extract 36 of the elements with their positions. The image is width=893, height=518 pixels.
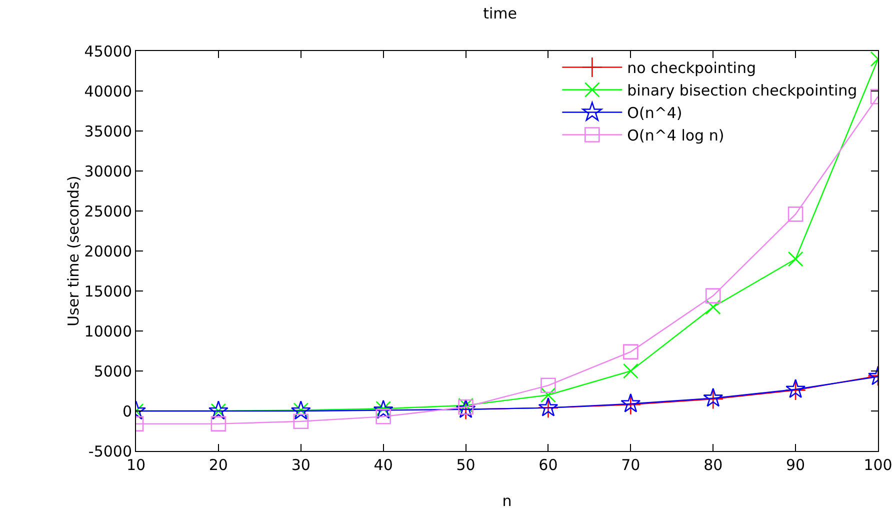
x-tick-label: 70 bbox=[621, 456, 640, 474]
point bbox=[540, 378, 556, 394]
y-tick-label: 5000 bbox=[94, 362, 132, 380]
x-tick-label: 30 bbox=[291, 456, 310, 474]
x-tick-label: 100 bbox=[864, 456, 892, 474]
y-tick-label: 45000 bbox=[84, 42, 132, 60]
y-tick-label: 10000 bbox=[84, 322, 132, 340]
point bbox=[623, 363, 638, 379]
y-tick-label: 35000 bbox=[84, 122, 132, 140]
point bbox=[540, 387, 556, 403]
chart-title: time bbox=[483, 4, 518, 22]
x-tick-label: 80 bbox=[704, 456, 723, 474]
legend-label: O(n^4) bbox=[627, 104, 682, 122]
x-tick-label: 40 bbox=[374, 456, 393, 474]
x-axis-title: n bbox=[502, 492, 512, 510]
point bbox=[705, 299, 721, 315]
x-tick-label: 60 bbox=[538, 456, 558, 474]
legend-label: O(n^4 log n) bbox=[627, 126, 724, 145]
y-tick-label: 25000 bbox=[84, 202, 132, 220]
y-axis-title: User time (seconds) bbox=[64, 176, 82, 326]
x-tick-label: 50 bbox=[456, 456, 476, 474]
y-tick-label: 15000 bbox=[84, 282, 132, 300]
x-tick-label: 20 bbox=[208, 456, 228, 474]
legend-label: no checkpointing bbox=[627, 59, 756, 78]
legend-label: binary bisection checkpointing bbox=[627, 82, 858, 100]
point bbox=[210, 416, 226, 432]
y-tick-label: 40000 bbox=[84, 82, 132, 100]
y-tick-label: 20000 bbox=[84, 242, 132, 260]
y-tick-label: 30000 bbox=[84, 162, 132, 180]
point bbox=[623, 344, 638, 360]
point bbox=[788, 251, 804, 267]
point bbox=[788, 206, 804, 222]
point bbox=[293, 414, 309, 430]
point bbox=[705, 288, 721, 304]
x-tick-label: 90 bbox=[786, 456, 806, 474]
y-tick-label: 0 bbox=[122, 402, 132, 420]
